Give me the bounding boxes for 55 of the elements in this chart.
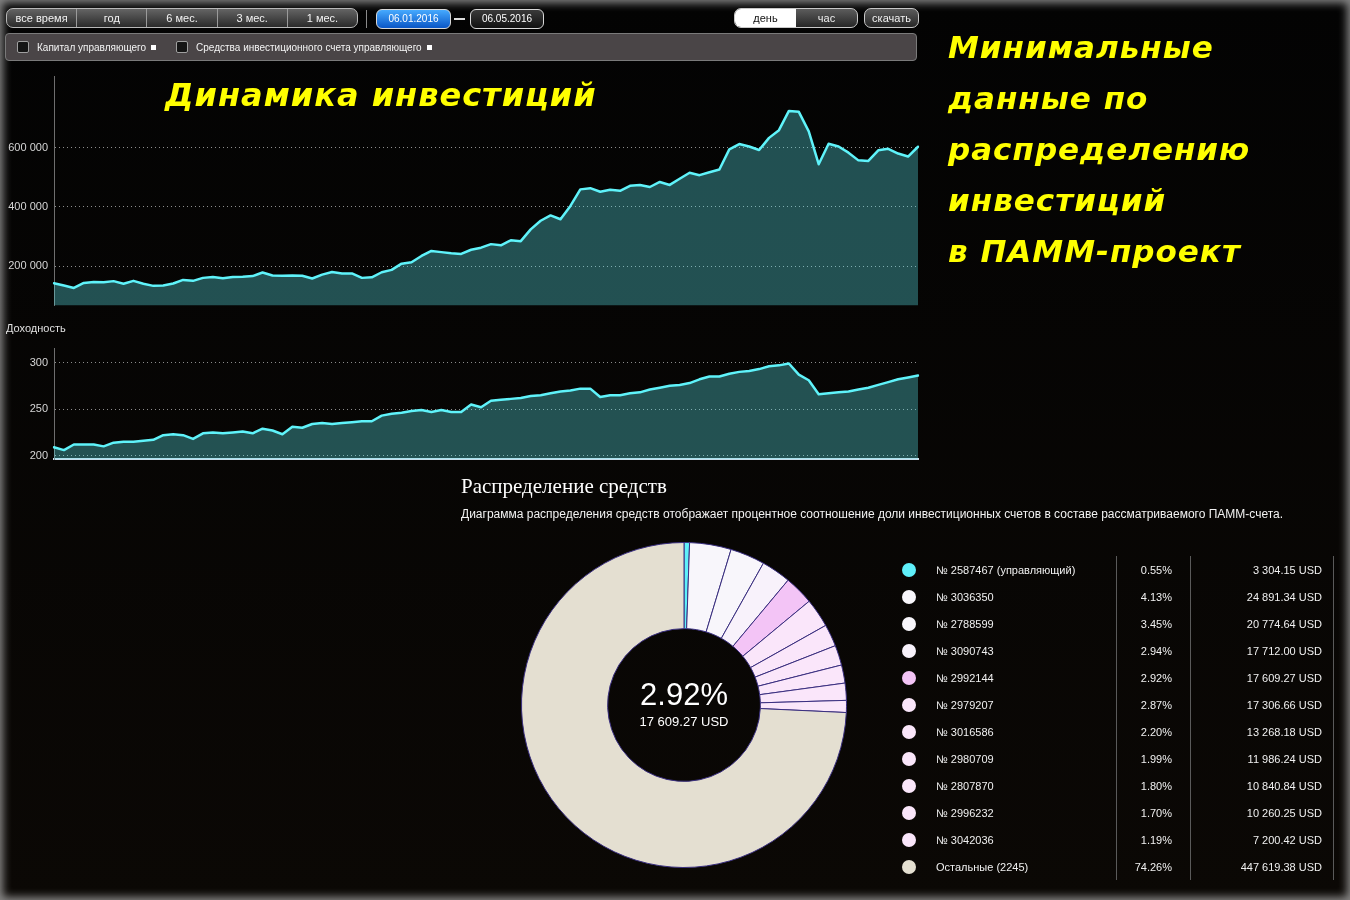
y-tick-label: 200 000 [8, 259, 48, 272]
legend-label: № 3042036 [936, 833, 994, 846]
legend-label: № 2980709 [936, 752, 994, 765]
data-label: 17 712.00 USD [1246, 644, 1322, 657]
y-tick-label: 300 [29, 355, 48, 368]
text: 1.99% [1140, 752, 1172, 765]
chart-title: Распределение средств [461, 474, 667, 499]
data-label: 20 774.64 USD [1246, 617, 1322, 630]
text: 1.70% [1140, 806, 1172, 819]
legend-label: № 2788599 [936, 617, 994, 630]
legend-label: № 3016586 [936, 725, 994, 738]
text: 2.92% [1140, 671, 1172, 684]
data-label: 447 619.38 USD [1240, 860, 1322, 873]
data-label: 17 609.27 USD [1246, 671, 1322, 684]
legend-label: № 2587467 (управляющий) [936, 563, 1076, 576]
chart-subtitle: Диаграмма распределения средств отображает процентное соотношение доли инвестиционных счетов в составе рассматриваемого ПАММ-счета. [461, 507, 1284, 521]
y-tick-label: 600 000 [8, 140, 48, 153]
y-tick-label: 250 [29, 402, 48, 415]
date-field: 06.01.2016 [376, 9, 451, 29]
toggle-switch: день час [734, 8, 858, 28]
legend-label: № 2996232 [936, 806, 994, 819]
text: 3.45% [1140, 617, 1172, 630]
text: 4.13% [1140, 590, 1172, 603]
data-label: 7 200.42 USD [1252, 833, 1322, 846]
y-axis-title: Доходность [6, 322, 66, 334]
legend-label: № 2979207 [936, 698, 994, 711]
filter-panel: Капитал управляющего Средства инвестиционного счета управляющего [5, 33, 917, 61]
text: 1.80% [1140, 779, 1172, 792]
text: 1.19% [1140, 833, 1172, 846]
data-label: 24 891.34 USD [1246, 590, 1322, 603]
text: 17 609.27 USD [638, 713, 730, 730]
text: 2.94% [1140, 644, 1172, 657]
text: 2.20% [1140, 725, 1172, 738]
text: Минимальные данные по распределению инвестиций в ПАММ-проект [948, 28, 1251, 271]
legend-label: Остальные (2245) [936, 860, 1029, 873]
data-label: 17 306.66 USD [1246, 698, 1322, 711]
chart-title: Динамика инвестиций [165, 76, 597, 114]
button: скачать [864, 8, 919, 28]
legend-label: № 2807870 [936, 779, 994, 792]
legend-label: № 3090743 [936, 644, 994, 657]
y-tick-label: 200 [29, 448, 48, 461]
data-label: 13 268.18 USD [1246, 725, 1322, 738]
text: 2.87% [1140, 698, 1172, 711]
data-label: 11 986.24 USD [1247, 752, 1322, 765]
data-label: 3 304.15 USD [1252, 563, 1322, 576]
text: 74.26% [1134, 860, 1172, 873]
text: 0.55% [1140, 563, 1172, 576]
legend-label: № 2992144 [936, 671, 994, 684]
data-label: 10 840.84 USD [1246, 779, 1322, 792]
date-field: 06.05.2016 [470, 9, 544, 29]
data-label: 10 260.25 USD [1246, 806, 1322, 819]
button-group: все время год 6 мес. 3 мес. 1 мес. [6, 8, 358, 28]
y-tick-label: 400 000 [8, 199, 48, 212]
text: 2.92% [639, 677, 729, 713]
legend-label: № 3036350 [936, 590, 994, 603]
